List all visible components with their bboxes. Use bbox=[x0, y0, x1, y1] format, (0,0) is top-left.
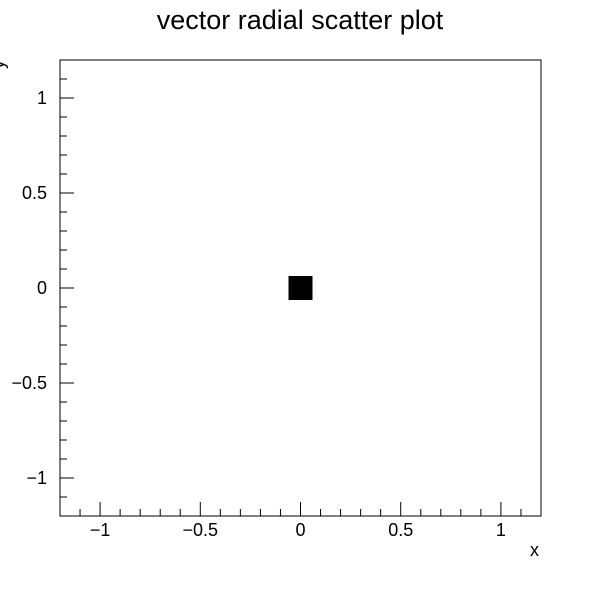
x-tick-label: −1 bbox=[90, 520, 111, 540]
x-tick-label: 0.5 bbox=[388, 520, 413, 540]
y-tick-label: −0.5 bbox=[11, 373, 47, 393]
x-tick-label: 0 bbox=[295, 520, 305, 540]
x-tick-label: −0.5 bbox=[183, 520, 219, 540]
chart-title: vector radial scatter plot bbox=[157, 5, 444, 35]
x-axis-tick-labels: −1 −0.5 0 0.5 1 bbox=[90, 520, 506, 540]
data-points bbox=[288, 276, 313, 300]
y-axis-ticks bbox=[60, 59, 74, 498]
y-axis-label: y bbox=[0, 60, 8, 69]
y-tick-label: 0.5 bbox=[22, 183, 47, 203]
x-tick-label: 1 bbox=[496, 520, 506, 540]
y-tick-label: 1 bbox=[37, 88, 47, 108]
y-tick-label: −1 bbox=[26, 468, 47, 488]
x-axis-label: x bbox=[530, 540, 539, 560]
y-tick-label: 0 bbox=[37, 278, 47, 298]
data-point bbox=[288, 276, 313, 300]
y-axis-tick-labels: −1 −0.5 0 0.5 1 bbox=[11, 88, 47, 488]
x-axis-ticks bbox=[79, 502, 542, 516]
